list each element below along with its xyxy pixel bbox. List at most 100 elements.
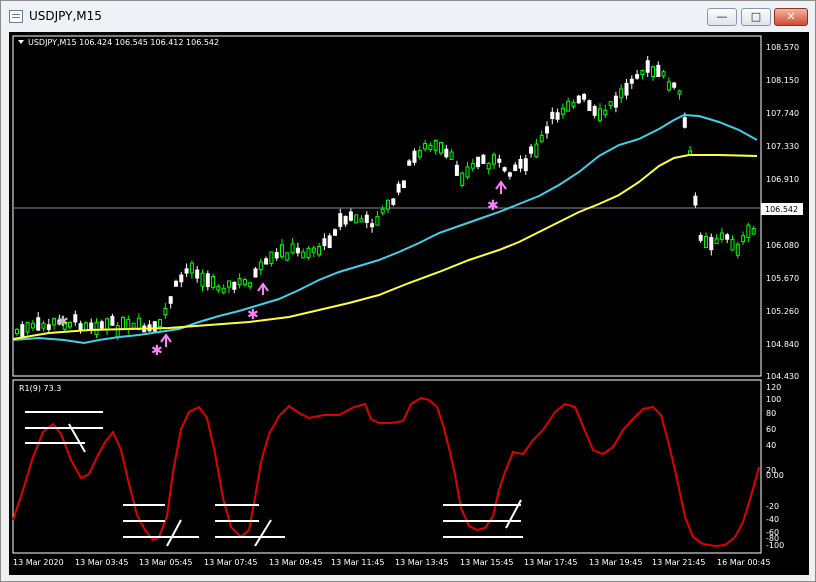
candle-body <box>539 134 544 142</box>
candle-body <box>603 109 608 116</box>
candle-body <box>380 208 385 214</box>
candle-body <box>227 280 231 288</box>
candle-body <box>454 164 459 176</box>
candle-body <box>121 316 125 330</box>
chart-menu-triangle-icon[interactable] <box>18 40 24 44</box>
close-button[interactable]: ✕ <box>774 8 808 26</box>
candle-body <box>68 321 72 328</box>
time-label: 13 Mar 13:45 <box>395 558 448 567</box>
candle-body <box>200 272 205 287</box>
candle-body <box>746 224 751 238</box>
candle-body <box>322 238 327 247</box>
candle-body <box>645 60 650 73</box>
candle-body <box>545 126 549 134</box>
candle-body <box>30 322 35 329</box>
candle-body <box>714 238 719 245</box>
candle-body <box>269 251 274 264</box>
indicator-levels <box>25 411 523 538</box>
candle-body <box>375 215 380 226</box>
chart-window-icon <box>9 10 23 23</box>
candle-body <box>290 243 295 254</box>
candle-body <box>613 95 618 108</box>
maximize-button[interactable]: □ <box>741 8 771 26</box>
candle-body <box>126 318 131 330</box>
title-bar[interactable]: USDJPY,M15 — □ ✕ <box>1 1 815 31</box>
candle-body <box>407 160 412 166</box>
candle-body <box>730 239 735 251</box>
candle-body <box>635 74 640 79</box>
candle-body <box>131 322 136 329</box>
time-label: 13 Mar 19:45 <box>589 558 642 567</box>
candle-body <box>52 318 57 326</box>
star-marker-icon: ✱ <box>151 343 163 359</box>
indicator-axis-label: 40 <box>766 441 776 450</box>
candle-body <box>301 251 306 259</box>
time-label: 13 Mar 2020 <box>13 558 64 567</box>
candle-body <box>507 172 512 177</box>
candle-body <box>15 328 19 335</box>
slow-moving-average-line <box>12 154 758 340</box>
time-label: 13 Mar 15:45 <box>460 558 513 567</box>
candle-body <box>280 244 284 258</box>
candle-body <box>396 183 401 193</box>
candle-body <box>306 247 311 259</box>
price-chart[interactable]: USDJPY,M15 106.424 106.545 106.412 106.5… <box>9 32 809 575</box>
candle-body <box>348 211 353 221</box>
candle-body <box>205 273 210 288</box>
candle-body <box>529 146 534 154</box>
candle-body <box>158 318 163 328</box>
candle-body <box>412 150 417 163</box>
star-marker-icon: ✱ <box>487 198 499 214</box>
time-label: 13 Mar 03:45 <box>75 558 128 567</box>
indicator-label: R1(9) 73.3 <box>19 384 61 393</box>
minimize-button[interactable]: — <box>707 8 737 26</box>
price-label: 105.260 <box>766 307 799 316</box>
candle-body <box>46 324 51 330</box>
indicator-axis-label: -60 <box>766 528 779 537</box>
candle-body <box>428 144 433 150</box>
candle-body <box>555 112 560 120</box>
candle-body <box>386 199 390 210</box>
indicator-axis: 120 100 80 60 40 20 0.00 -20 -40 -60 -80… <box>766 383 784 550</box>
chart-canvas[interactable]: USDJPY,M15 106.424 106.545 106.412 106.5… <box>9 32 809 575</box>
time-label: 13 Mar 17:45 <box>524 558 577 567</box>
candle-body <box>311 247 316 253</box>
candle-body <box>168 296 173 304</box>
candle-body <box>216 285 221 291</box>
candle-body <box>497 158 502 163</box>
candle-body <box>184 268 189 274</box>
candle-body <box>264 258 269 265</box>
indicator-axis-label: -40 <box>766 515 779 524</box>
candle-body <box>566 100 571 112</box>
candle-body <box>571 101 576 107</box>
indicator-axis-label: 120 <box>766 383 781 392</box>
candle-body <box>719 232 724 240</box>
indicator-diagonal-marks <box>68 423 522 547</box>
candle-body <box>470 163 475 169</box>
candle-body <box>550 111 555 119</box>
candle-body <box>179 274 184 283</box>
candle-body <box>693 195 698 206</box>
candle-body <box>449 151 454 160</box>
indicator-pane-frame <box>12 379 762 554</box>
candle-body <box>105 318 110 330</box>
time-label: 16 Mar 00:45 <box>717 558 770 567</box>
candle-body <box>152 321 157 332</box>
oscillator-line <box>12 396 760 548</box>
window-title: USDJPY,M15 <box>29 9 102 23</box>
candle-body <box>354 214 359 224</box>
candle-body <box>258 261 263 271</box>
candle-body <box>253 268 258 278</box>
candle-body <box>163 307 168 316</box>
indicator-axis-label: 100 <box>766 395 781 404</box>
candle-body <box>523 158 528 172</box>
candle-body <box>592 105 597 116</box>
candle-body <box>401 180 406 188</box>
signal-markers: ✱ ✱ ✱ ✱ <box>57 180 507 359</box>
candle-body <box>576 95 581 104</box>
candle-body <box>651 66 655 77</box>
candle-body <box>608 101 613 106</box>
candle-body <box>492 154 496 165</box>
candle-body <box>624 82 629 96</box>
indicator-axis-label: -80 <box>766 534 779 543</box>
